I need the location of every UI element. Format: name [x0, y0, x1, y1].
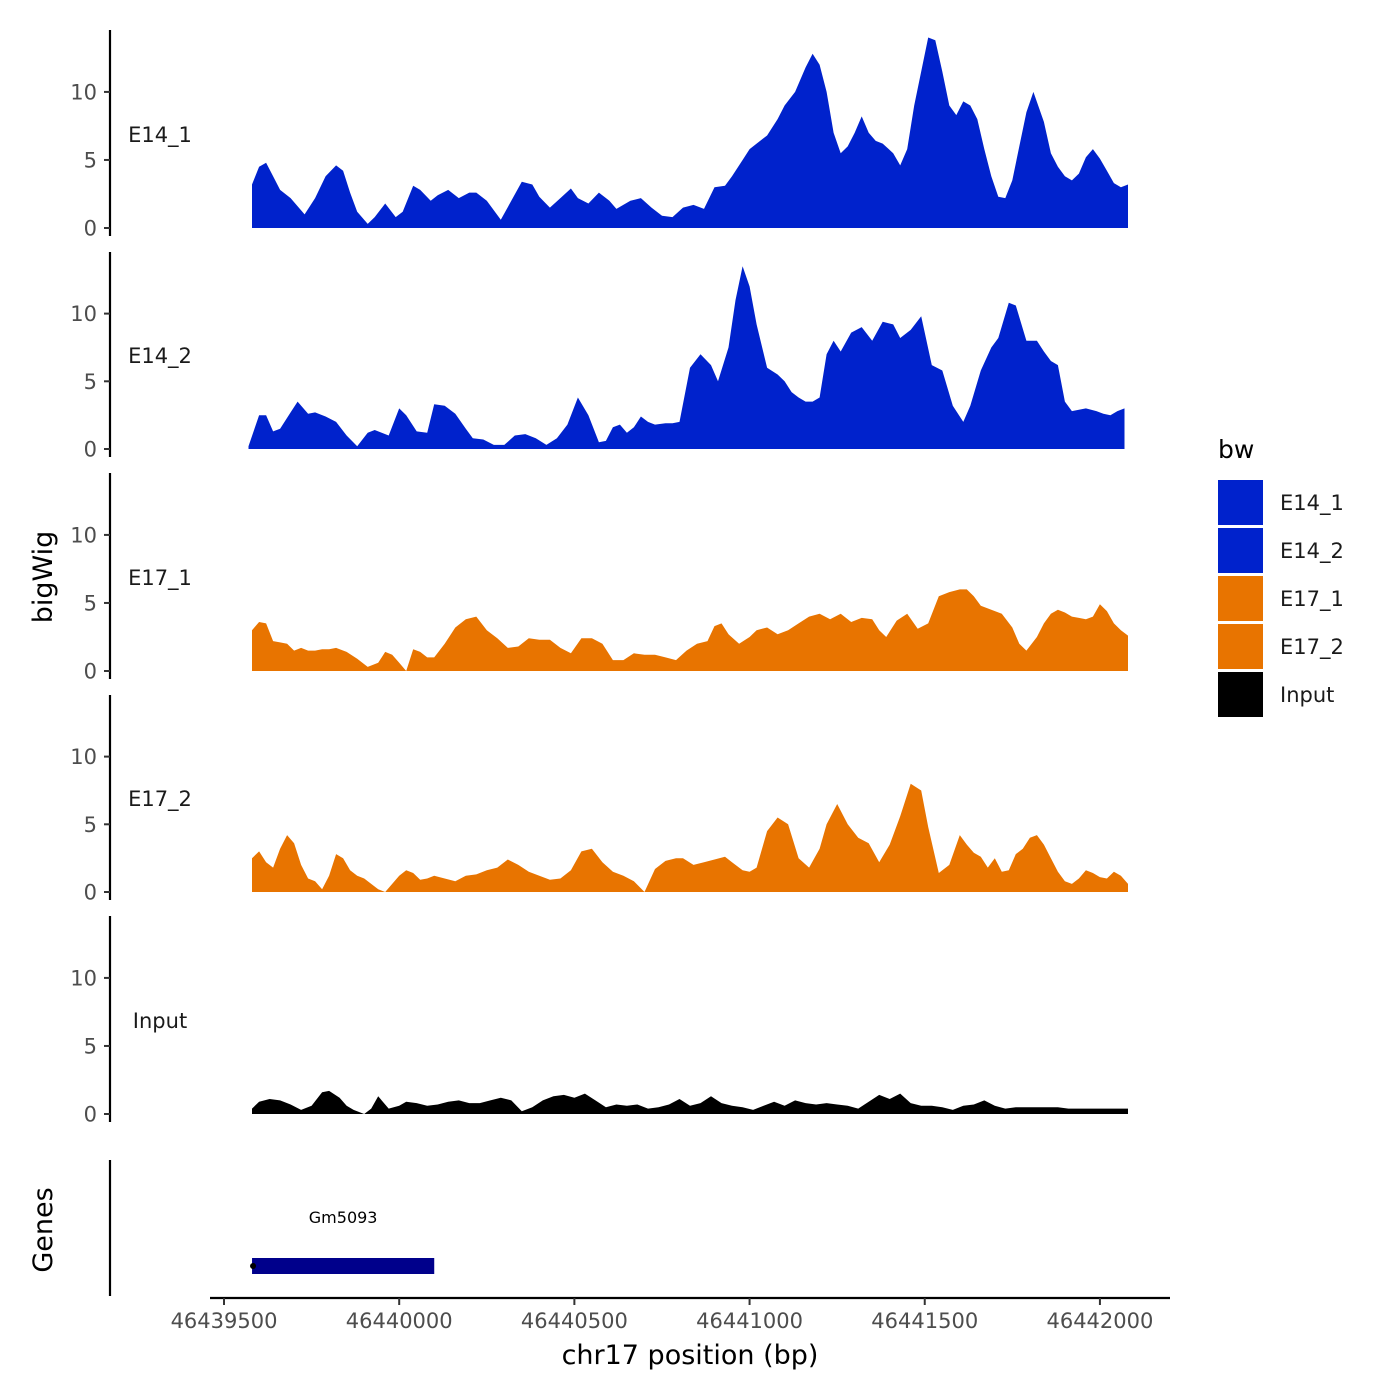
- area-input: [252, 1090, 1128, 1114]
- x-tick-label: 46441000: [696, 1309, 803, 1333]
- track-label: E14_1: [128, 123, 192, 148]
- legend-swatch: [1218, 624, 1263, 669]
- y-tick-label: 0: [84, 217, 97, 241]
- y-tick-label: 5: [84, 148, 97, 172]
- y-axis-title: bigWig: [28, 531, 59, 624]
- track-e17-1: 0 5 10 E17_1: [70, 473, 1128, 684]
- area-e17-1: [252, 589, 1128, 671]
- legend-label: E14_2: [1280, 539, 1344, 564]
- track-label: E14_2: [128, 344, 192, 369]
- gene-label: Gm5093: [309, 1208, 378, 1227]
- genes-panel: Gm5093: [108, 1160, 435, 1296]
- track-label: Input: [133, 1009, 187, 1033]
- genes-axis-title: Genes: [28, 1187, 59, 1272]
- track-e14-1: 0 5 10 E14_1: [70, 30, 1128, 241]
- area-e14-1: [252, 37, 1128, 228]
- legend-label: E17_2: [1280, 635, 1344, 660]
- y-tick-label: 10: [70, 523, 97, 547]
- track-e14-2: 0 5 10 E14_2: [70, 252, 1125, 462]
- legend-label: E17_1: [1280, 587, 1344, 612]
- track-e17-2: 0 5 10 E17_2: [70, 695, 1128, 905]
- x-tick-label: 46440000: [346, 1309, 453, 1333]
- legend: bw E14_1 E14_2 E17_1 E17_2 Input: [1218, 435, 1344, 717]
- track-panels: 0 5 10 E14_1 0 5 10 E14_2 0 5 10 E17_1 0 5 10 E17_2 0 5 10…: [70, 30, 1128, 1127]
- x-tick-label: 46442000: [1046, 1309, 1153, 1333]
- y-tick-label: 10: [70, 745, 97, 769]
- legend-label: E14_1: [1280, 491, 1344, 516]
- y-tick-label: 10: [70, 966, 97, 990]
- legend-swatch: [1218, 576, 1263, 621]
- track-input: 0 5 10 Input: [70, 916, 1128, 1127]
- legend-label: Input: [1280, 683, 1334, 707]
- y-tick-label: 5: [84, 813, 97, 837]
- y-tick-label: 10: [70, 302, 97, 326]
- legend-swatch: [1218, 672, 1263, 717]
- gene-start-marker: [250, 1263, 257, 1269]
- y-tick-label: 5: [84, 370, 97, 394]
- area-e14-2: [248, 266, 1125, 449]
- area-e17-2: [252, 783, 1128, 892]
- x-tick-label: 46439500: [171, 1309, 278, 1333]
- y-tick-label: 0: [84, 438, 97, 462]
- y-tick-label: 0: [84, 881, 97, 905]
- y-tick-label: 0: [84, 660, 97, 684]
- y-tick-label: 5: [84, 591, 97, 615]
- y-tick-label: 5: [84, 1034, 97, 1058]
- gene-bar: [252, 1258, 435, 1274]
- y-tick-label: 0: [84, 1103, 97, 1127]
- legend-title: bw: [1218, 435, 1254, 464]
- x-axis: 46439500 46440000 46440500 46441000 46441500…: [171, 1296, 1170, 1333]
- track-label: E17_2: [128, 787, 192, 812]
- x-tick-label: 46440500: [521, 1309, 628, 1333]
- track-label: E17_1: [128, 566, 192, 591]
- legend-swatch: [1218, 528, 1263, 573]
- y-tick-label: 10: [70, 80, 97, 104]
- legend-swatch: [1218, 480, 1263, 525]
- x-axis-title: chr17 position (bp): [562, 1340, 819, 1371]
- x-tick-label: 46441500: [871, 1309, 978, 1333]
